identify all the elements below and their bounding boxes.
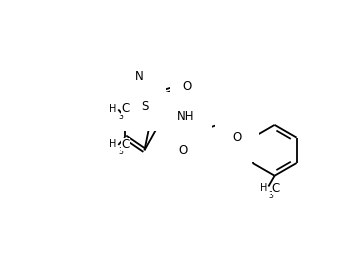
Text: H: H xyxy=(260,183,267,193)
Text: NH: NH xyxy=(177,110,194,123)
Text: S: S xyxy=(141,100,148,113)
Text: C: C xyxy=(121,102,130,115)
Text: O: O xyxy=(232,132,242,144)
Text: O: O xyxy=(182,80,192,93)
Text: H: H xyxy=(123,71,131,81)
Text: C: C xyxy=(121,138,130,151)
Text: N: N xyxy=(135,70,144,83)
Text: 3: 3 xyxy=(118,112,123,121)
Text: 3: 3 xyxy=(269,191,273,200)
Text: 2: 2 xyxy=(132,65,137,74)
Text: 3: 3 xyxy=(118,147,123,156)
Text: C: C xyxy=(271,182,280,195)
Text: H: H xyxy=(109,139,117,149)
Text: H: H xyxy=(109,104,117,114)
Text: O: O xyxy=(178,144,188,157)
